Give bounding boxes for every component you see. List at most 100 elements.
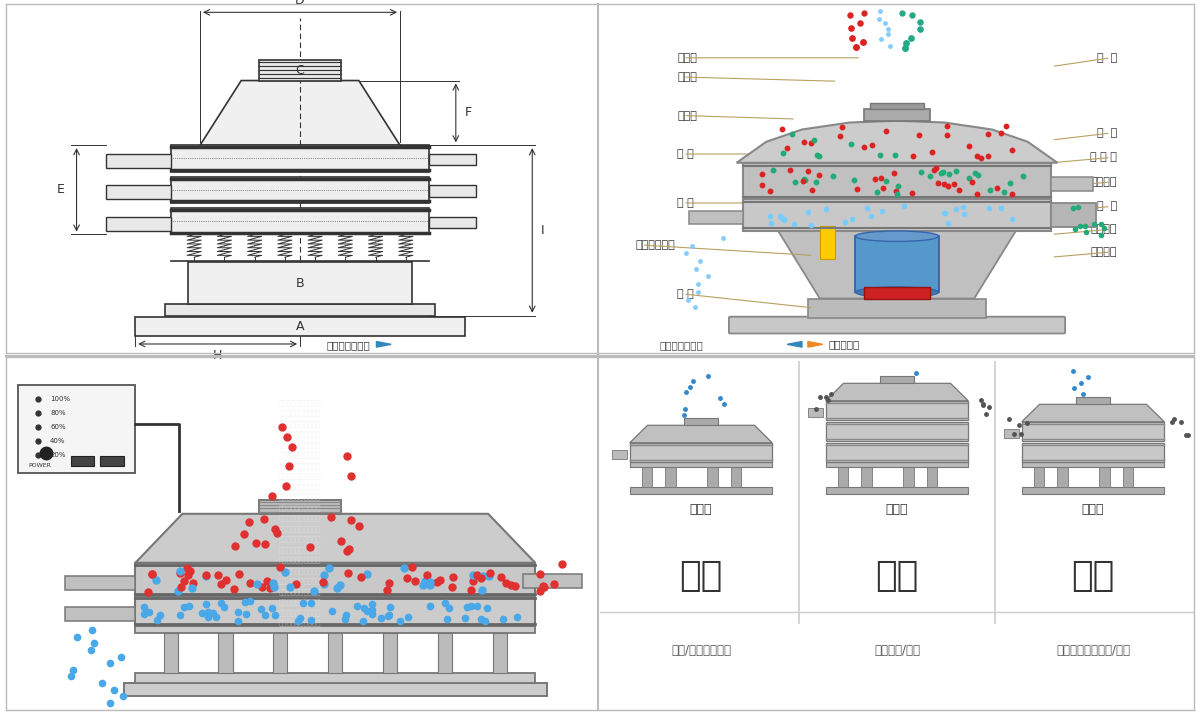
Bar bbox=[1051, 177, 1093, 191]
Text: 糊化淀粉超声波振动筛: 糊化淀粉超声波振动筛 bbox=[278, 598, 322, 605]
Bar bbox=[612, 450, 626, 458]
Text: 过滤: 过滤 bbox=[875, 559, 919, 593]
Bar bbox=[170, 145, 430, 171]
Text: C: C bbox=[295, 64, 305, 76]
Polygon shape bbox=[826, 383, 968, 401]
Bar bbox=[218, 633, 233, 673]
Text: 进料口: 进料口 bbox=[677, 53, 697, 63]
Bar bbox=[259, 500, 341, 514]
Bar bbox=[164, 304, 436, 316]
Bar bbox=[862, 467, 872, 486]
Bar bbox=[864, 287, 930, 299]
Text: 糊化淀粉超声波振动筛: 糊化淀粉超声波振动筛 bbox=[278, 452, 322, 458]
Text: 下部重锤: 下部重锤 bbox=[1091, 247, 1117, 257]
Text: 除杂: 除杂 bbox=[1072, 559, 1115, 593]
Text: 糊化淀粉超声波振动筛: 糊化淀粉超声波振动筛 bbox=[278, 504, 322, 511]
Bar bbox=[1076, 397, 1110, 404]
Polygon shape bbox=[779, 231, 1015, 298]
Bar bbox=[136, 596, 535, 625]
Polygon shape bbox=[808, 341, 823, 347]
Text: 网  架: 网 架 bbox=[1097, 128, 1117, 138]
Bar bbox=[136, 563, 535, 596]
Bar bbox=[630, 486, 773, 493]
Text: 糊化淀粉超声波振动筛: 糊化淀粉超声波振动筛 bbox=[278, 557, 322, 563]
Bar bbox=[808, 298, 986, 318]
Text: 出料口: 出料口 bbox=[677, 111, 697, 121]
Bar bbox=[1021, 462, 1164, 467]
Text: 糊化淀粉超声波振动筛: 糊化淀粉超声波振动筛 bbox=[278, 588, 322, 595]
Bar bbox=[170, 208, 430, 234]
Bar bbox=[707, 467, 718, 486]
Bar bbox=[438, 633, 452, 673]
Text: 去除液体中的颗粒/异物: 去除液体中的颗粒/异物 bbox=[1056, 645, 1130, 658]
Bar bbox=[1021, 486, 1164, 493]
Text: I: I bbox=[541, 224, 545, 237]
Bar bbox=[731, 467, 742, 486]
Text: 上部重锤: 上部重锤 bbox=[1091, 177, 1117, 187]
Bar bbox=[1021, 422, 1164, 441]
Text: 糊化淀粉超声波振动筛: 糊化淀粉超声波振动筛 bbox=[278, 578, 322, 584]
Bar bbox=[665, 467, 676, 486]
Text: 糊化淀粉超声波振动筛: 糊化淀粉超声波振动筛 bbox=[278, 567, 322, 574]
Text: 糊化淀粉超声波振动筛: 糊化淀粉超声波振动筛 bbox=[278, 493, 322, 501]
Bar bbox=[1051, 203, 1096, 228]
Bar bbox=[870, 104, 924, 109]
Bar bbox=[820, 226, 835, 259]
Bar bbox=[136, 673, 535, 683]
Text: B: B bbox=[295, 277, 305, 290]
Text: 糊化淀粉超声波振动筛: 糊化淀粉超声波振动筛 bbox=[278, 483, 322, 490]
Text: 振动电机: 振动电机 bbox=[1091, 224, 1117, 234]
Text: 糊化淀粉超声波振动筛: 糊化淀粉超声波振动筛 bbox=[278, 620, 322, 626]
Text: 弹 簧: 弹 簧 bbox=[677, 198, 694, 208]
Ellipse shape bbox=[856, 231, 938, 241]
Bar bbox=[100, 456, 124, 466]
Text: 糊化淀粉超声波振动筛: 糊化淀粉超声波振动筛 bbox=[278, 410, 322, 416]
Bar bbox=[170, 177, 430, 203]
Text: 双层式: 双层式 bbox=[1081, 503, 1104, 516]
Bar bbox=[642, 467, 653, 486]
Bar bbox=[188, 263, 412, 304]
Polygon shape bbox=[787, 341, 802, 347]
Polygon shape bbox=[1021, 404, 1164, 422]
Bar bbox=[430, 154, 476, 165]
Bar bbox=[1123, 467, 1134, 486]
Bar bbox=[383, 633, 397, 673]
Text: 加 重 块: 加 重 块 bbox=[1090, 153, 1117, 163]
Text: 单层式: 单层式 bbox=[690, 503, 713, 516]
Text: 糊化淀粉超声波振动筛: 糊化淀粉超声波振动筛 bbox=[278, 546, 322, 553]
Bar bbox=[18, 385, 136, 473]
Text: D: D bbox=[295, 0, 305, 7]
Bar bbox=[630, 462, 773, 467]
Bar bbox=[106, 217, 170, 231]
Polygon shape bbox=[377, 341, 391, 347]
Bar bbox=[902, 467, 913, 486]
Bar bbox=[926, 467, 937, 486]
Bar bbox=[136, 317, 464, 336]
Bar bbox=[864, 109, 930, 121]
Polygon shape bbox=[200, 81, 400, 145]
Bar bbox=[1057, 467, 1068, 486]
Ellipse shape bbox=[856, 287, 938, 298]
Text: E: E bbox=[56, 183, 65, 196]
Text: 筛  盘: 筛 盘 bbox=[1097, 201, 1117, 211]
Bar bbox=[106, 154, 170, 168]
Bar bbox=[65, 606, 136, 620]
Text: 结构示意图: 结构示意图 bbox=[829, 339, 860, 349]
Text: 运输固定螺栓: 运输固定螺栓 bbox=[636, 240, 676, 250]
Bar bbox=[430, 186, 476, 196]
Bar bbox=[523, 574, 582, 588]
Bar bbox=[630, 443, 773, 462]
Text: 20%: 20% bbox=[50, 452, 66, 458]
Bar bbox=[826, 486, 968, 493]
Polygon shape bbox=[630, 426, 773, 443]
Text: 束 环: 束 环 bbox=[677, 149, 694, 159]
FancyBboxPatch shape bbox=[728, 317, 1066, 333]
Text: 糊化淀粉超声波振动筛: 糊化淀粉超声波振动筛 bbox=[278, 526, 322, 532]
Text: 糊化淀粉超声波振动筛: 糊化淀粉超声波振动筛 bbox=[278, 399, 322, 406]
Text: 80%: 80% bbox=[50, 410, 66, 416]
Bar bbox=[124, 683, 547, 696]
Text: 糊化淀粉超声波振动筛: 糊化淀粉超声波振动筛 bbox=[278, 462, 322, 469]
Bar bbox=[106, 186, 170, 199]
Bar bbox=[1021, 443, 1164, 462]
Text: 防尘盖: 防尘盖 bbox=[677, 72, 697, 82]
